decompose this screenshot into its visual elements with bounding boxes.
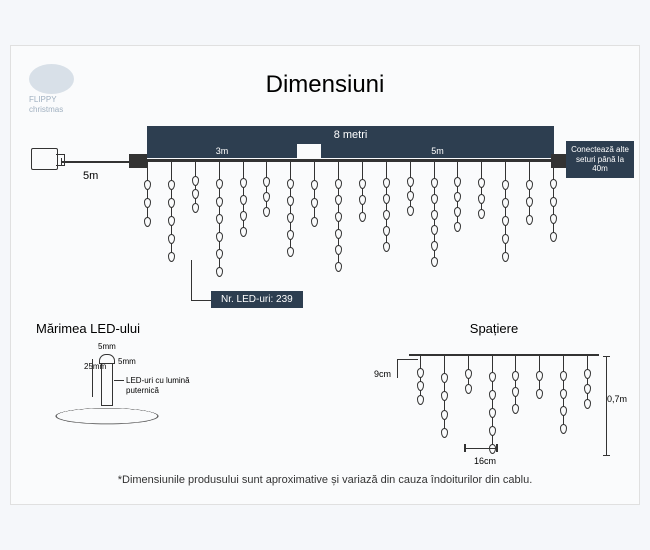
led-size-title: Mărimea LED-ului xyxy=(36,321,216,336)
connector-left-icon xyxy=(129,154,147,168)
brand-logo: FLIPPY christmas xyxy=(29,64,89,109)
spacing-section: Spațiere 9cm 16cm 0,7m xyxy=(379,321,609,474)
led-description: LED-uri cu lumină puternică xyxy=(126,376,196,395)
spacing-diagram: 9cm 16cm 0,7m xyxy=(379,344,609,474)
led-diagram: 25mm 5mm 5mm LED-uri cu lumină puternică xyxy=(36,344,216,464)
plug-icon xyxy=(31,148,58,170)
spacing-title: Spațiere xyxy=(379,321,609,336)
diagram-container: FLIPPY christmas Dimensiuni 5m 8 metri 3… xyxy=(0,0,650,550)
page-title: Dimensiuni xyxy=(266,71,385,99)
footnote: *Dimensiunile produsului sunt aproximati… xyxy=(118,474,533,486)
main-dimensions-diagram: 5m 8 metri 3m 5m Conectează alte seturi … xyxy=(61,116,609,296)
segment-a-bar: 3m xyxy=(147,144,297,158)
segment-b-bar: 5m xyxy=(321,144,554,158)
total-length-bar: 8 metri xyxy=(147,126,554,144)
lead-cable xyxy=(61,161,131,163)
diagram-panel: FLIPPY christmas Dimensiuni 5m 8 metri 3… xyxy=(10,45,640,505)
led-size-section: Mărimea LED-ului 25mm 5mm 5mm LED-uri cu… xyxy=(36,321,216,464)
led-top-label: 5mm xyxy=(98,342,116,351)
connect-info-box: Conectează alte seturi până la 40m xyxy=(566,141,634,178)
lead-cable-label: 5m xyxy=(83,170,98,182)
drop-height-label: 0,7m xyxy=(607,394,627,404)
led-height-label: 25mm xyxy=(84,362,106,371)
led-width-label: 5mm xyxy=(118,357,136,366)
horizontal-gap-label: 16cm xyxy=(474,456,496,466)
led-count-box: Nr. LED-uri: 239 xyxy=(211,291,303,308)
vertical-gap-label: 9cm xyxy=(374,369,391,379)
